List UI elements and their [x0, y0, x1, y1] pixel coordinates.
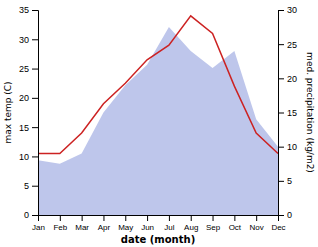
line — [38, 16, 278, 154]
marks — [38, 16, 278, 215]
tick: Aug — [184, 215, 198, 232]
tick: 5 — [24, 181, 38, 191]
y-axis: 0 5 10 15 20 25 30 35 — [19, 5, 39, 220]
tick-mark — [278, 215, 284, 216]
tick-mark — [191, 215, 192, 221]
tick-label: 10 — [19, 152, 29, 162]
tick-label: Feb — [53, 223, 67, 232]
x-axis: Jan Feb Mar Apr May Jun Jul Aug Sep Oct Nov Dec — [32, 215, 286, 232]
tick-label: 0 — [287, 210, 292, 220]
tick-mark — [125, 215, 126, 221]
tick-label: 5 — [287, 176, 292, 186]
tick: Jun — [141, 215, 154, 232]
axis-line — [279, 11, 285, 216]
tick: Dec — [271, 215, 285, 232]
tick: May — [118, 215, 133, 232]
tick-label: 25 — [19, 64, 29, 74]
chart: JanFebMarAprMayJunJulAugSepOctNovDec0510… — [0, 0, 318, 247]
tick: Oct — [229, 215, 242, 232]
y2-axis-title: med. precipitation (kg/m2) — [305, 52, 315, 173]
tick-mark — [256, 215, 257, 221]
tick: Jul — [164, 215, 174, 232]
tick: Mar — [75, 215, 89, 232]
tick-label: Jan — [32, 223, 45, 232]
tick: 35 — [19, 5, 38, 15]
tick: 0 — [278, 210, 292, 220]
tick-mark — [32, 69, 38, 70]
tick: 10 — [278, 142, 297, 152]
tick-label: 30 — [287, 5, 297, 15]
area — [38, 27, 278, 215]
tick-label: May — [118, 223, 133, 232]
tick-label: 25 — [287, 40, 297, 50]
tick: 5 — [278, 176, 292, 186]
tick-label: Dec — [271, 223, 285, 232]
tick-mark — [278, 44, 284, 45]
axis-line — [39, 216, 279, 222]
tick: Nov — [250, 215, 264, 232]
tick: 10 — [19, 152, 38, 162]
tick: 25 — [278, 40, 297, 50]
tick-mark — [213, 215, 214, 221]
tick-label: Oct — [229, 223, 242, 232]
tick: 20 — [19, 93, 38, 103]
tick-mark — [103, 215, 104, 221]
tick: Apr — [98, 215, 111, 232]
y-axis-title: max temp (C) — [3, 81, 13, 143]
tick-mark — [147, 215, 148, 221]
tick-mark — [278, 147, 284, 148]
tick: Jan — [32, 215, 45, 232]
tick: 25 — [19, 64, 38, 74]
tick-mark — [278, 10, 284, 11]
tick-mark — [32, 127, 38, 128]
tick: 30 — [278, 5, 297, 15]
tick: 15 — [19, 123, 38, 133]
tick-label: 20 — [287, 74, 297, 84]
tick-label: Jul — [164, 223, 174, 232]
plot: JanFebMarAprMayJunJulAugSepOctNovDec0510… — [3, 5, 315, 245]
tick-label: Nov — [250, 223, 264, 232]
tick: Sep — [206, 215, 221, 232]
tick-mark — [32, 156, 38, 157]
tick: 15 — [278, 108, 297, 118]
y2-axis: 0 5 10 15 20 25 30 — [278, 5, 297, 220]
tick-label: 5 — [24, 181, 29, 191]
tick: Feb — [53, 215, 67, 232]
tick-label: 15 — [287, 108, 297, 118]
tick-mark — [32, 186, 38, 187]
tick-label: Jun — [141, 223, 154, 232]
tick-label: 30 — [19, 35, 29, 45]
tick-mark — [278, 181, 284, 182]
axis-line — [32, 11, 39, 216]
tick-mark — [60, 215, 61, 221]
tick-mark — [32, 215, 38, 216]
tick-mark — [32, 98, 38, 99]
tick-mark — [32, 39, 38, 40]
tick-label: Aug — [184, 223, 198, 232]
tick-label: 20 — [19, 93, 29, 103]
tick-label: Apr — [98, 223, 111, 232]
tick-mark — [234, 215, 235, 221]
tick-label: 15 — [19, 123, 29, 133]
tick: 0 — [24, 210, 38, 220]
tick: 20 — [278, 74, 297, 84]
tick-label: 10 — [287, 142, 297, 152]
tick-mark — [32, 10, 38, 11]
tick-label: 35 — [19, 5, 29, 15]
tick-mark — [82, 215, 83, 221]
tick-label: Sep — [206, 223, 221, 232]
tick-mark — [278, 78, 284, 79]
tick-mark — [169, 215, 170, 221]
tick-label: 0 — [24, 210, 29, 220]
tick: 30 — [19, 35, 38, 45]
tick-label: Mar — [75, 223, 89, 232]
tick-mark — [278, 113, 284, 114]
x-axis-title: date (month) — [121, 234, 195, 245]
